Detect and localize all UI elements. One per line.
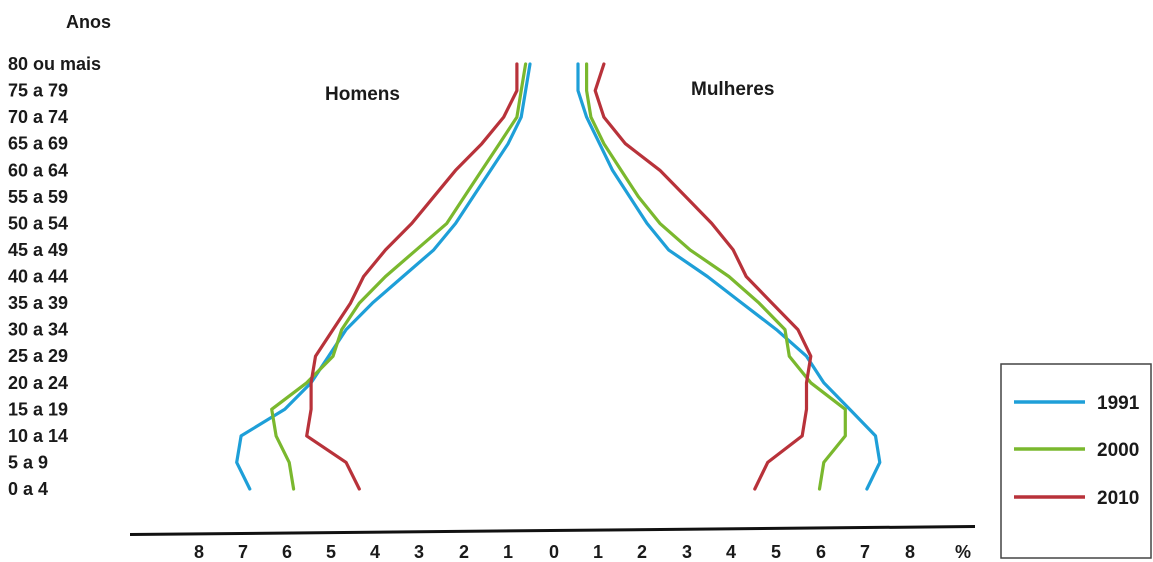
y-axis-title: Anos [66, 12, 111, 32]
age-label: 60 a 64 [8, 160, 68, 180]
women-label: Mulheres [691, 79, 774, 100]
x-tick-label-right: 0 [549, 542, 559, 562]
series-line-men-2010 [305, 62, 519, 491]
series-line-women-2010 [593, 62, 813, 491]
age-label: 50 a 54 [8, 213, 68, 233]
x-tick-label-left: 2 [459, 542, 469, 562]
x-axis-line [130, 525, 975, 536]
legend: 1991 2000 2010 [1000, 363, 1152, 559]
x-unit-label: % [955, 542, 971, 562]
x-axis: 8 7 6 5 4 3 2 1 0 1 2 3 4 5 6 7 8% [130, 525, 975, 562]
age-label: 80 ou mais [8, 54, 101, 74]
x-tick-label-left: 7 [238, 542, 248, 562]
x-tick-label-left: 3 [414, 542, 424, 562]
series-line-women-2000 [584, 62, 847, 491]
x-tick-label-right: 3 [682, 542, 692, 562]
legend-label-1991: 1991 [1097, 393, 1140, 414]
series-line-men-2000 [270, 62, 528, 491]
legend-box [1000, 363, 1152, 559]
legend-label-2000: 2000 [1097, 440, 1139, 461]
age-label: 40 a 44 [8, 267, 68, 287]
age-label: 15 a 19 [8, 399, 68, 419]
age-label: 25 a 29 [8, 346, 68, 366]
age-label: 65 a 69 [8, 134, 68, 154]
x-tick-label-right: 8 [905, 542, 915, 562]
age-label: 55 a 59 [8, 187, 68, 207]
legend-label-2010: 2010 [1097, 488, 1139, 509]
age-label: 0 a 4 [8, 479, 48, 499]
x-tick-label-right: 4 [726, 542, 736, 562]
series-lines [235, 62, 882, 491]
age-label: 20 a 24 [8, 373, 68, 393]
x-tick-label-left: 5 [326, 542, 336, 562]
x-tick-label-left: 8 [194, 542, 204, 562]
age-label: 30 a 34 [8, 320, 68, 340]
x-tick-label-left: 1 [503, 542, 513, 562]
series-line-women-1991 [576, 62, 882, 491]
age-label: 10 a 14 [8, 426, 68, 446]
x-tick-label-left: 6 [282, 542, 292, 562]
age-label: 45 a 49 [8, 240, 68, 260]
x-tick-label-right: 1 [593, 542, 603, 562]
age-labels: 0 a 4 5 a 9 10 a 14 15 a 19 20 a 24 25 a 29 30… [8, 54, 101, 499]
x-tick-label-right: 6 [816, 542, 826, 562]
age-label: 35 a 39 [8, 293, 68, 313]
x-tick-label-right: 5 [771, 542, 781, 562]
x-tick-label-right: 2 [637, 542, 647, 562]
x-tick-label-left: 4 [370, 542, 380, 562]
series-line-men-1991 [235, 62, 532, 491]
men-label: Homens [325, 84, 400, 105]
age-label: 75 a 79 [8, 81, 68, 101]
age-label: 5 a 9 [8, 452, 48, 472]
age-label: 70 a 74 [8, 107, 68, 127]
x-tick-label-right: 7 [860, 542, 870, 562]
